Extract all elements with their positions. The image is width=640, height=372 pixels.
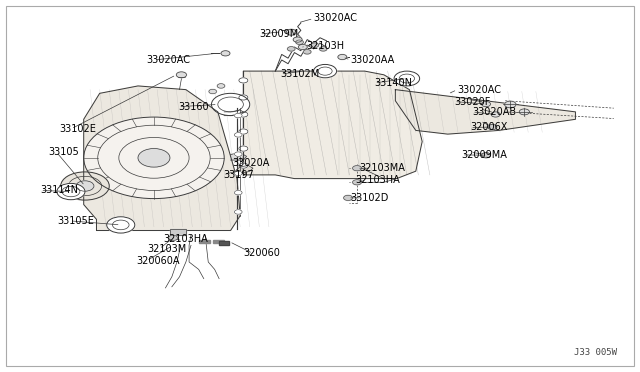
Text: 32103H: 32103H <box>306 41 344 51</box>
Text: 33020AC: 33020AC <box>458 85 501 94</box>
Circle shape <box>311 43 319 47</box>
Polygon shape <box>230 153 246 160</box>
Text: 33102D: 33102D <box>351 193 389 203</box>
Circle shape <box>234 133 242 137</box>
Circle shape <box>107 217 135 233</box>
Circle shape <box>61 172 109 200</box>
Circle shape <box>209 89 216 94</box>
Circle shape <box>234 190 242 195</box>
Text: 33020AB: 33020AB <box>472 107 516 117</box>
Circle shape <box>234 152 242 156</box>
Text: 33020AC: 33020AC <box>314 13 358 23</box>
Circle shape <box>76 181 94 191</box>
Circle shape <box>491 112 500 117</box>
Text: 33105: 33105 <box>49 147 79 157</box>
Circle shape <box>138 148 170 167</box>
Circle shape <box>239 112 248 117</box>
Circle shape <box>239 146 248 151</box>
Circle shape <box>319 46 327 51</box>
Circle shape <box>504 101 516 108</box>
Text: 32103HA: 32103HA <box>355 175 400 185</box>
Text: 33197: 33197 <box>223 170 253 180</box>
Text: 32009MA: 32009MA <box>462 150 508 160</box>
Text: 33102M: 33102M <box>280 69 319 79</box>
Circle shape <box>519 109 529 115</box>
Text: 33105E: 33105E <box>57 216 94 226</box>
Circle shape <box>234 113 242 118</box>
Text: 33114N: 33114N <box>40 186 78 195</box>
Circle shape <box>481 153 490 158</box>
Circle shape <box>286 29 296 35</box>
Circle shape <box>239 163 248 168</box>
Bar <box>219 241 229 245</box>
Circle shape <box>234 171 242 176</box>
Bar <box>170 230 186 235</box>
Circle shape <box>57 183 85 200</box>
Circle shape <box>394 71 420 86</box>
Circle shape <box>293 37 302 42</box>
Text: 33020AA: 33020AA <box>351 55 395 65</box>
Circle shape <box>239 129 248 134</box>
Circle shape <box>303 49 311 54</box>
Circle shape <box>176 72 186 78</box>
Circle shape <box>353 180 362 185</box>
Circle shape <box>314 64 337 78</box>
Bar <box>219 241 229 245</box>
Circle shape <box>169 235 177 240</box>
Text: 32103M: 32103M <box>148 244 187 254</box>
Bar <box>170 230 186 235</box>
Polygon shape <box>396 90 575 134</box>
Text: 32006X: 32006X <box>470 122 508 132</box>
Text: 33140N: 33140N <box>374 78 412 88</box>
Circle shape <box>217 84 225 88</box>
Circle shape <box>481 102 490 107</box>
Text: 32103HA: 32103HA <box>164 234 208 244</box>
Circle shape <box>287 46 295 51</box>
Circle shape <box>488 125 497 130</box>
Text: 32009M: 32009M <box>259 29 299 39</box>
Polygon shape <box>236 166 253 173</box>
Circle shape <box>239 95 248 100</box>
Circle shape <box>344 195 353 201</box>
Circle shape <box>211 93 250 116</box>
Text: 33020AC: 33020AC <box>147 55 190 65</box>
Text: 33020A: 33020A <box>232 158 269 168</box>
Circle shape <box>338 54 347 60</box>
Text: 33020F: 33020F <box>454 96 490 106</box>
Text: J33 005W: J33 005W <box>574 348 617 357</box>
Text: 320060A: 320060A <box>136 256 180 266</box>
Circle shape <box>234 210 242 214</box>
Text: 33102E: 33102E <box>60 124 97 134</box>
Text: 32103MA: 32103MA <box>360 163 406 173</box>
Polygon shape <box>243 71 422 179</box>
Circle shape <box>353 166 362 171</box>
Circle shape <box>221 51 230 56</box>
Circle shape <box>296 40 303 44</box>
Polygon shape <box>224 110 243 116</box>
Circle shape <box>84 117 224 199</box>
Text: 320060: 320060 <box>243 248 280 259</box>
Bar <box>198 240 210 243</box>
Circle shape <box>239 78 248 83</box>
Bar <box>212 240 224 243</box>
Text: 33160: 33160 <box>178 102 209 112</box>
Polygon shape <box>84 86 240 231</box>
Circle shape <box>298 44 307 49</box>
